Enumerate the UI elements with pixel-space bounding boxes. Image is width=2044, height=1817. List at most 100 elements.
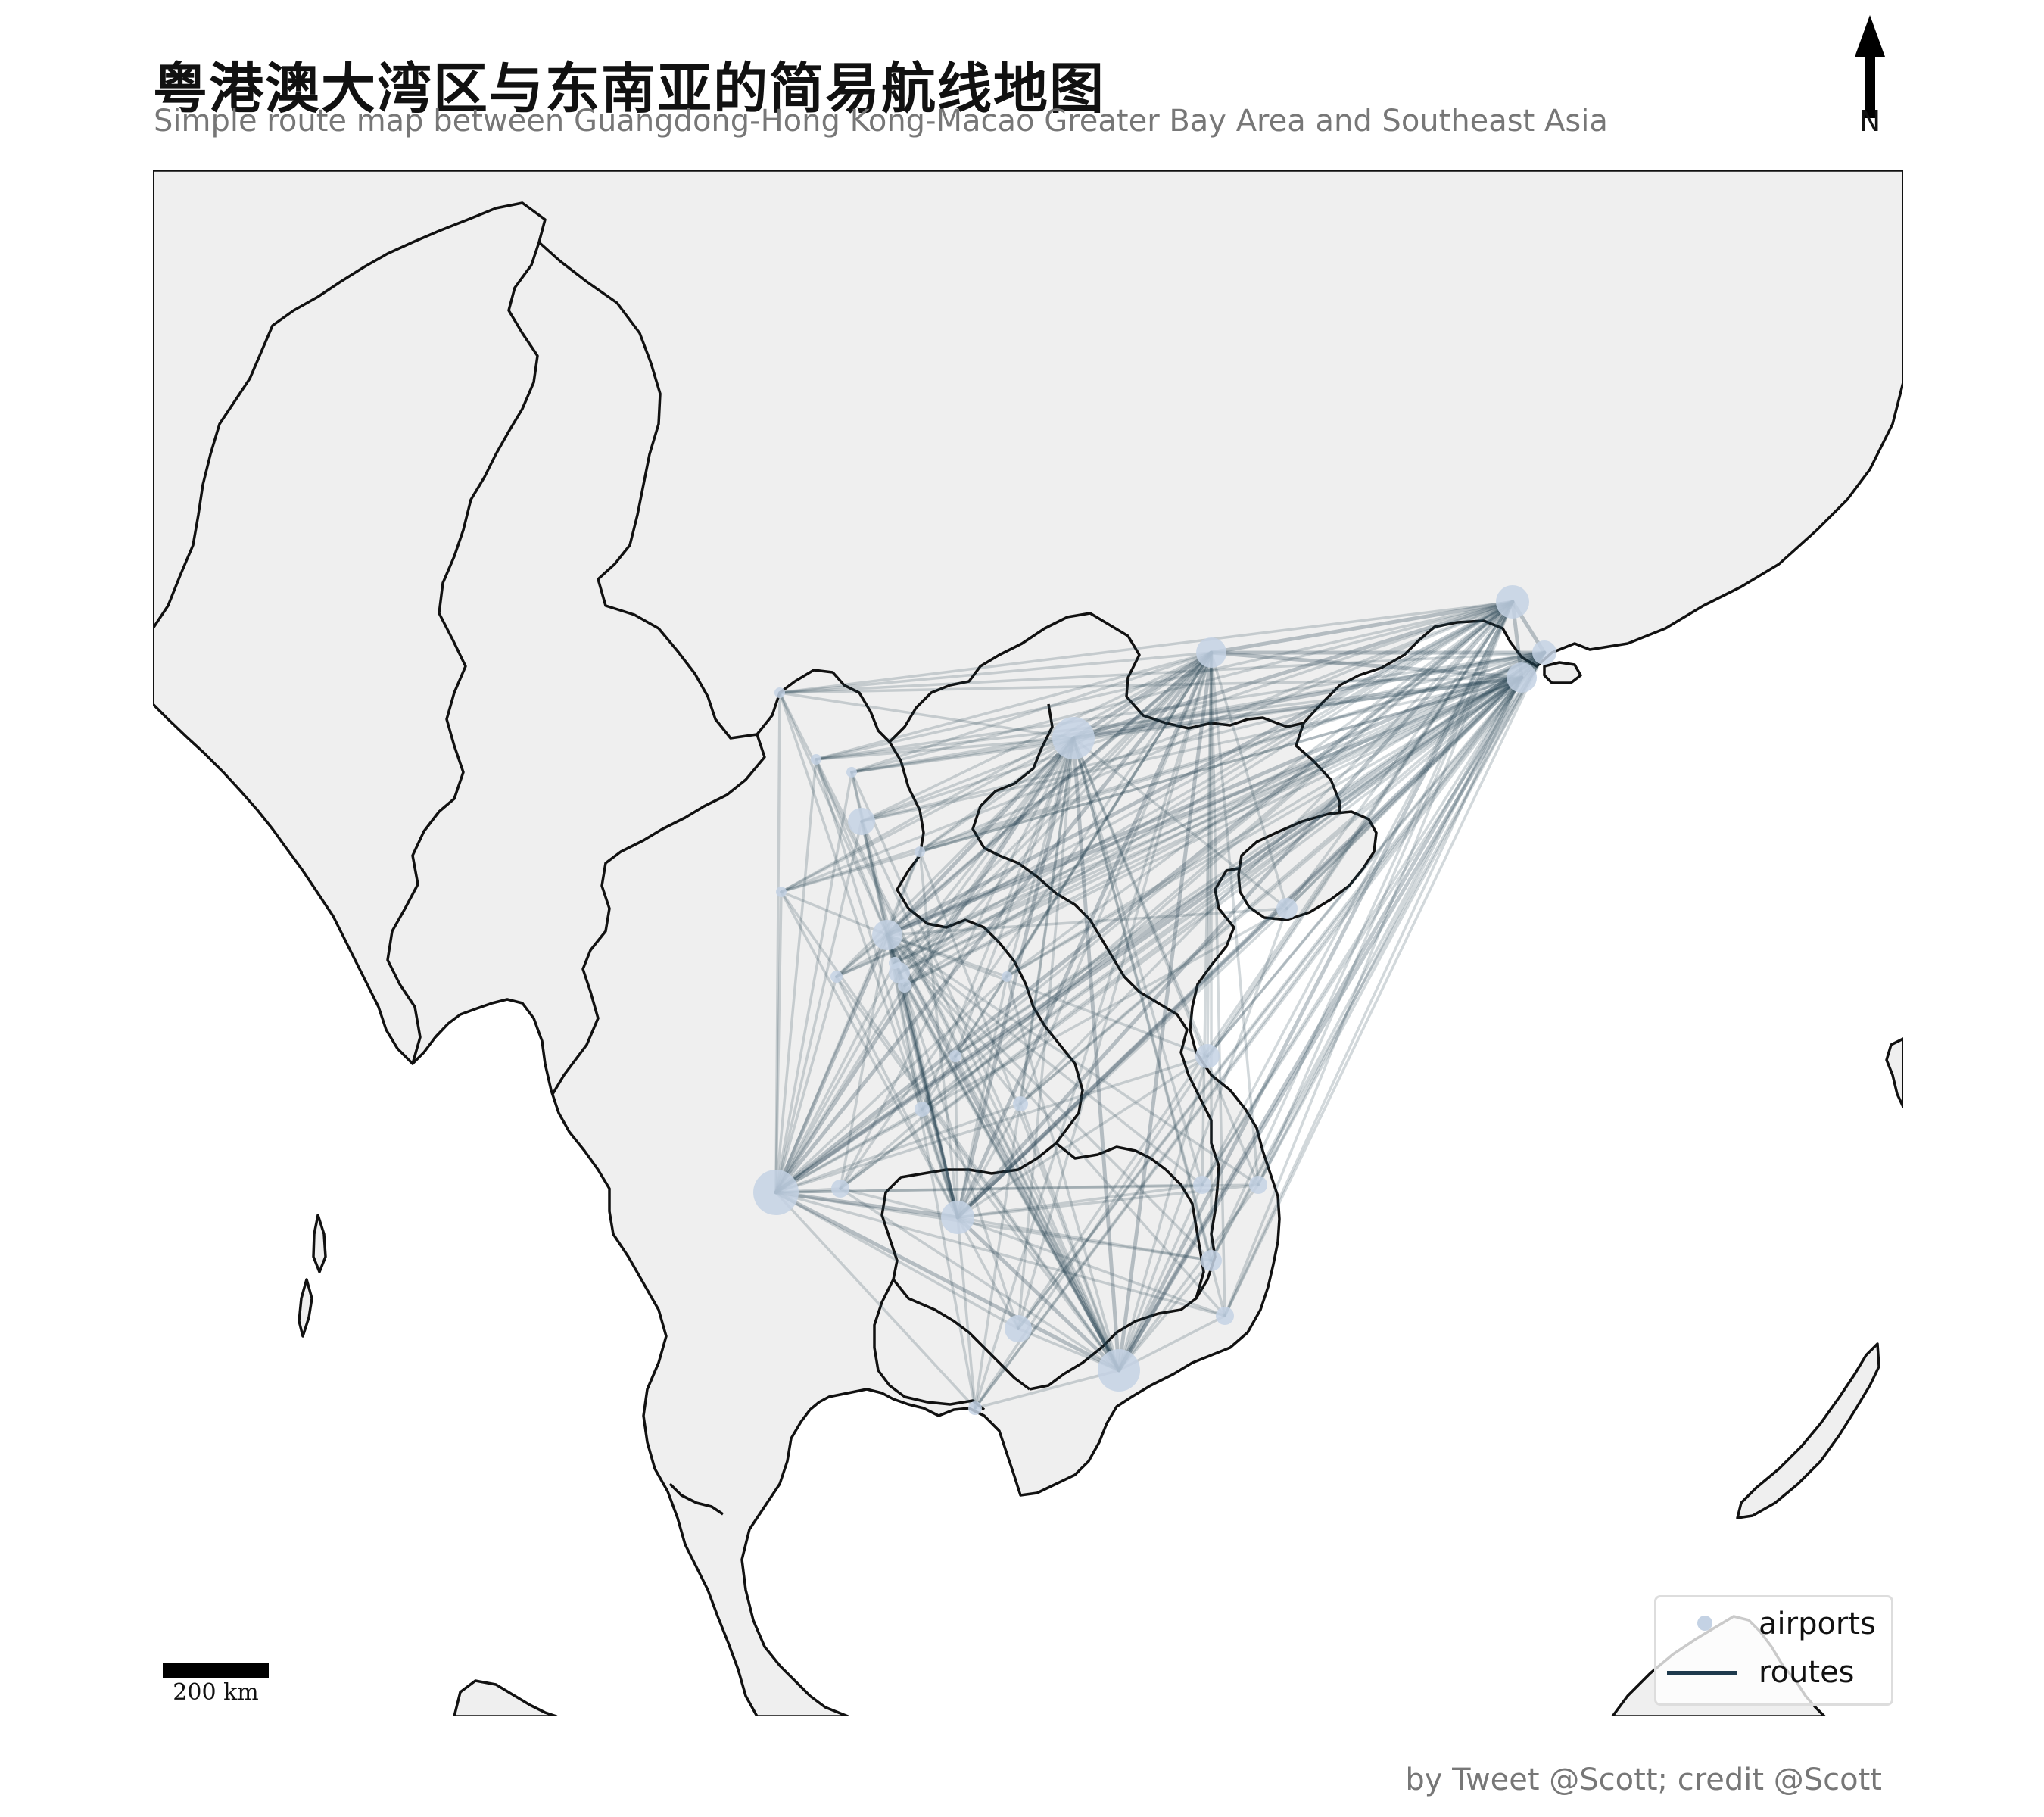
route-line [956, 1183, 1204, 1219]
route-line [954, 737, 1075, 1058]
route-line [954, 1055, 1120, 1372]
routes-layer [774, 600, 1547, 1410]
route-line [850, 771, 1120, 1372]
route-line [774, 1102, 1022, 1194]
route-line [1071, 675, 1524, 740]
route-line [886, 933, 1022, 1105]
airport-dot-icon [1697, 1616, 1712, 1631]
route-line [1117, 600, 1515, 1373]
route-line [893, 651, 1546, 965]
airport-marker [889, 957, 901, 969]
route-line [898, 651, 1213, 974]
route-line [1223, 676, 1523, 1317]
route-line [1117, 1259, 1213, 1372]
route-line [839, 676, 1523, 1190]
route-line [780, 890, 959, 1219]
airport-marker [1195, 1044, 1220, 1068]
route-line [1017, 651, 1546, 1330]
route-line [835, 600, 1514, 978]
route-line [815, 651, 1546, 761]
route-line [1206, 651, 1213, 1058]
route-line [955, 650, 1547, 1220]
airport-marker [774, 687, 785, 698]
airport-marker [1532, 640, 1556, 665]
route-line [1071, 650, 1547, 740]
route-line [774, 820, 863, 1194]
route-line [893, 676, 1523, 965]
route-line [921, 1108, 1120, 1372]
airport-marker [1196, 637, 1226, 668]
route-line [1210, 676, 1523, 1262]
route-line [956, 1216, 977, 1410]
route-line [921, 676, 1523, 1111]
route-line [839, 1187, 1120, 1372]
myanmar-china-east-border [537, 241, 796, 740]
route-line [918, 600, 1514, 853]
route-line [850, 651, 1213, 774]
route-line [774, 1191, 977, 1410]
route-line [774, 650, 1547, 1195]
route-line [955, 1215, 1121, 1373]
route-line [1223, 651, 1546, 1317]
route-line [1005, 975, 1120, 1372]
airport-marker [1002, 971, 1012, 982]
route-line [903, 984, 1120, 1372]
route-line [898, 971, 959, 1219]
route-line [860, 651, 1546, 823]
airport-marker [1201, 1250, 1222, 1271]
route-line [1117, 650, 1547, 1373]
route-line [778, 691, 959, 1219]
route-line [774, 975, 1008, 1194]
route-line [1005, 737, 1075, 978]
route-line [774, 971, 901, 1194]
vietnam-laos-border [971, 703, 1220, 1299]
route-line [815, 651, 1213, 761]
andaman-island-2 [298, 1278, 313, 1338]
route-line [1019, 737, 1075, 1105]
andaman-island-1 [312, 1214, 327, 1273]
route-line [774, 1055, 1209, 1194]
route-line [860, 676, 1523, 823]
route-line [955, 600, 1515, 1220]
route-line [1005, 651, 1213, 978]
route-line-icon [1667, 1671, 1737, 1675]
route-line [1017, 676, 1523, 1330]
route-line [1019, 600, 1514, 1105]
route-line [1201, 676, 1523, 1186]
north-arrow-icon [1855, 15, 1885, 118]
route-line [956, 1055, 1209, 1219]
route-line [893, 961, 959, 1219]
airport-marker [1276, 898, 1298, 919]
route-line [886, 933, 1209, 1058]
route-line [1117, 1183, 1260, 1372]
route-line [774, 1190, 1121, 1373]
airport-marker [1507, 662, 1537, 693]
route-line [1285, 676, 1523, 910]
route-line [774, 1108, 924, 1194]
route-line [839, 1187, 959, 1219]
airport-marker [872, 920, 902, 950]
airport-marker [1496, 585, 1529, 619]
route-line [778, 651, 1546, 694]
route-line [1210, 651, 1226, 1317]
thailand-cambodia-border [880, 1142, 1058, 1391]
route-line [903, 737, 1075, 987]
philippines-island [1736, 1342, 1880, 1519]
route-line [778, 651, 1213, 694]
route-line [954, 600, 1514, 1058]
route-line [921, 1108, 959, 1219]
route-line [918, 676, 1523, 853]
route-line [974, 651, 1546, 1410]
route-line [774, 600, 1515, 1195]
route-line [815, 758, 889, 937]
airport-marker [1005, 1315, 1032, 1342]
sumatra-landmass [453, 1679, 558, 1716]
route-line [774, 1191, 1226, 1317]
route-line [774, 890, 783, 1194]
route-line [850, 737, 1075, 774]
route-line [774, 1191, 1020, 1330]
route-line [1071, 650, 1214, 740]
route-line [850, 771, 889, 937]
scale-bar-label: 200 km [173, 1679, 259, 1706]
